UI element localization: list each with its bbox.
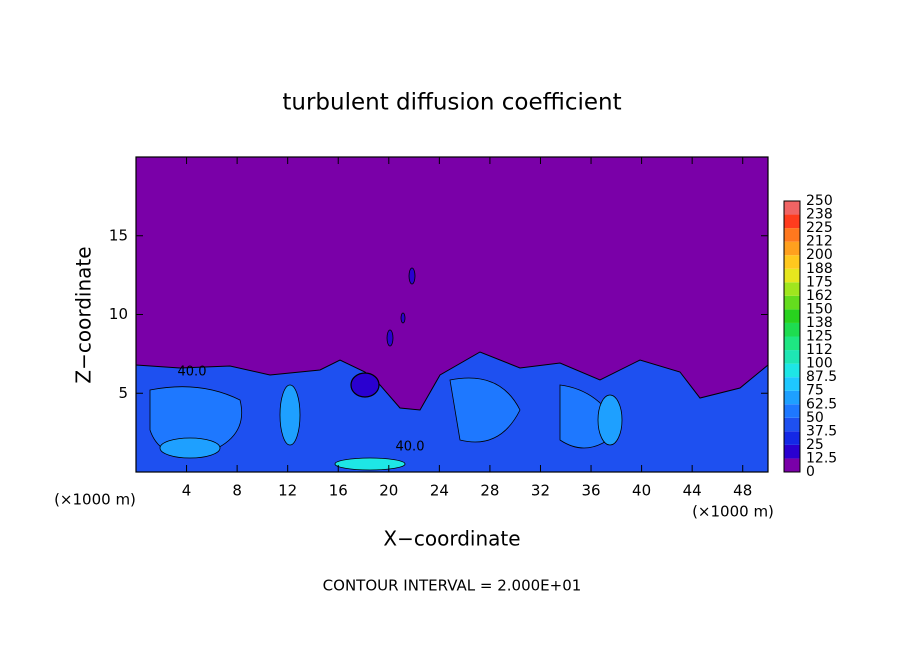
colorbar-tick-label: 212 <box>806 234 833 250</box>
colorbar-bin <box>784 390 800 405</box>
colorbar-tick-label: 175 <box>806 274 833 290</box>
x-tick-label: 48 <box>733 482 752 500</box>
x-unit: (×1000 m) <box>692 503 774 521</box>
colorbar-bin <box>784 377 800 391</box>
colorbar-bin <box>784 322 800 337</box>
field-patch <box>350 372 380 398</box>
colorbar-tick-label: 37.5 <box>806 423 837 439</box>
footer-note: CONTOUR INTERVAL = 2.000E+01 <box>323 577 582 595</box>
colorbar-tick-label: 125 <box>806 329 833 345</box>
colorbar-bin <box>784 336 800 351</box>
field-patch <box>279 384 301 446</box>
colorbar-bin <box>784 404 800 418</box>
field-patch <box>334 457 406 471</box>
colorbar-tick-label: 162 <box>806 288 833 304</box>
colorbar-bin <box>784 417 800 432</box>
x-tick-label: 24 <box>430 482 449 500</box>
colorbar-tick-label: 75 <box>806 383 824 399</box>
colorbar-bin <box>784 431 800 445</box>
x-tick-label: 8 <box>232 482 242 500</box>
colorbar-bin <box>784 295 800 310</box>
x-unit: (×1000 m) <box>54 491 136 509</box>
y-tick-label: 10 <box>109 305 128 323</box>
field-patch <box>159 437 221 459</box>
colorbar-tick-label: 200 <box>806 247 833 263</box>
y-tick-label: 5 <box>118 384 128 402</box>
x-tick-label: 44 <box>683 482 702 500</box>
colorbar-bin <box>784 444 800 459</box>
colorbar-tick-label: 100 <box>806 356 833 372</box>
field-patch <box>386 329 394 347</box>
colorbar-bin <box>784 350 800 364</box>
colorbar-tick-label: 188 <box>806 261 833 277</box>
field-patch <box>408 267 416 285</box>
chart-title: turbulent diffusion coefficient <box>282 90 621 116</box>
colorbar-tick-label: 150 <box>806 301 833 317</box>
colorbar-bin <box>784 309 800 323</box>
x-axis-label: X−coordinate <box>383 527 520 551</box>
y-axis-label: Z−coordinate <box>72 246 96 383</box>
colorbar-bin <box>784 458 800 472</box>
colorbar-tick-label: 112 <box>806 342 833 358</box>
x-tick-label: 12 <box>278 482 297 500</box>
colorbar-bin <box>784 241 800 256</box>
colorbar-tick-label: 25 <box>806 437 824 453</box>
x-tick-label: 36 <box>581 482 600 500</box>
x-tick-label: 4 <box>182 482 192 500</box>
field-patch <box>400 312 406 324</box>
colorbar-bin <box>784 214 800 229</box>
x-tick-label: 40 <box>632 482 651 500</box>
colorbar-bin <box>784 228 800 242</box>
contour-label: 40.0 <box>178 365 207 380</box>
colorbar-tick-label: 12.5 <box>806 450 837 466</box>
colorbar-tick-label: 250 <box>806 193 833 209</box>
x-tick-label: 28 <box>480 482 499 500</box>
y-tick-label: 15 <box>109 226 128 244</box>
field-patch <box>597 394 623 446</box>
colorbar-tick-label: 50 <box>806 410 824 426</box>
colorbar-bin <box>784 268 800 283</box>
colorbar-frame <box>783 200 801 473</box>
colorbar-tick-label: 62.5 <box>806 396 837 412</box>
x-tick-label: 16 <box>329 482 348 500</box>
colorbar-bin <box>784 363 800 378</box>
colorbar-tick-label: 238 <box>806 207 833 223</box>
colorbar-tick-label: 138 <box>806 315 833 331</box>
x-tick-label: 32 <box>531 482 550 500</box>
x-tick-label: 20 <box>379 482 398 500</box>
colorbar-tick-label: 87.5 <box>806 369 837 385</box>
colorbar-tick-label: 0 <box>806 464 815 480</box>
colorbar-bin <box>784 201 800 215</box>
contour-label: 40.0 <box>396 440 425 455</box>
colorbar-tick-label: 225 <box>806 220 833 236</box>
colorbar-bin <box>784 255 800 269</box>
colorbar-bin <box>784 282 800 296</box>
field-layer <box>135 157 769 473</box>
